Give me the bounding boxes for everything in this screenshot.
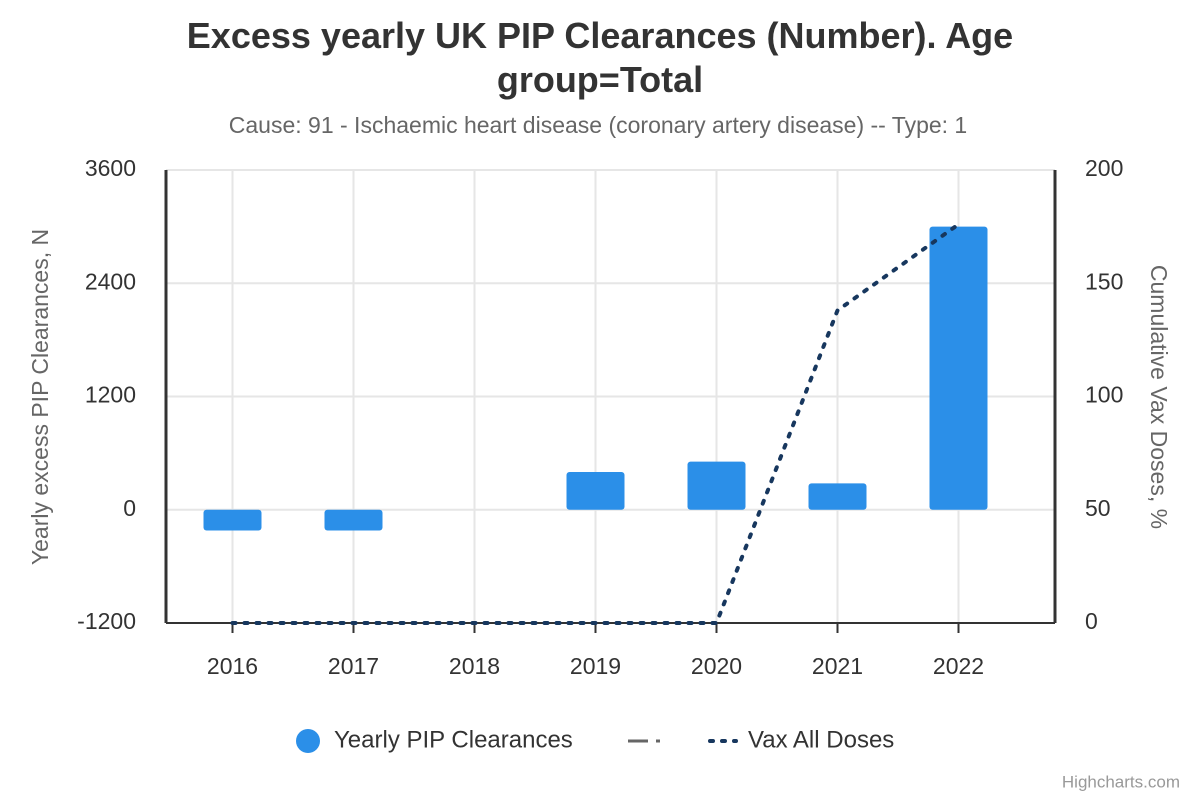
y2-tick-label: 50 xyxy=(1085,495,1111,521)
y2-tick-label: 150 xyxy=(1085,268,1123,294)
y-tick-label: 3600 xyxy=(85,155,136,181)
x-tick-label: 2022 xyxy=(933,653,984,679)
bar xyxy=(687,461,746,510)
bar xyxy=(808,483,867,510)
bar xyxy=(566,472,625,510)
x-tick-label: 2017 xyxy=(328,653,379,679)
x-tick-label: 2016 xyxy=(207,653,258,679)
y-axis-title: Yearly excess PIP Clearances, N xyxy=(27,229,53,565)
y-tick-label: -1200 xyxy=(77,608,136,634)
line xyxy=(230,222,961,625)
x-tick-label: 2018 xyxy=(449,653,500,679)
legend-label: Vax All Doses xyxy=(748,726,894,753)
x-tick-label: 2021 xyxy=(812,653,863,679)
y2-tick-label: 100 xyxy=(1085,382,1123,408)
y2-tick-label: 200 xyxy=(1085,155,1123,181)
legend-symbol xyxy=(296,729,320,753)
chart-subtitle: Cause: 91 - Ischaemic heart disease (cor… xyxy=(229,112,967,138)
chart-title: Excess yearly UK PIP Clearances (Number)… xyxy=(187,15,1013,100)
y-tick-label: 1200 xyxy=(85,382,136,408)
x-tick-label: 2020 xyxy=(691,653,742,679)
credit: Highcharts.com xyxy=(1062,772,1180,791)
y2-tick-label: 0 xyxy=(1085,608,1098,634)
bar xyxy=(929,226,988,510)
grid xyxy=(166,169,1055,624)
legend-label: Yearly PIP Clearances xyxy=(334,726,573,753)
x-tick-label: 2019 xyxy=(570,653,621,679)
y2-axis-title: Cumulative Vax Doses, % xyxy=(1146,265,1172,529)
bar xyxy=(324,509,383,531)
bar xyxy=(203,509,262,531)
y-tick-label: 2400 xyxy=(85,268,136,294)
y-tick-label: 0 xyxy=(123,495,136,521)
